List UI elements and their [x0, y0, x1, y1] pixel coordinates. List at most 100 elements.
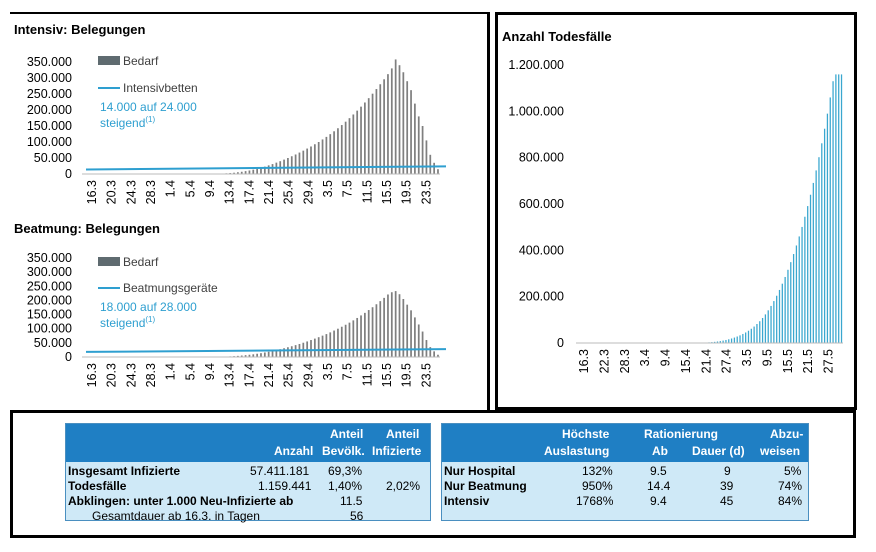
bar	[248, 354, 251, 357]
bar	[348, 118, 351, 174]
x-tick-label: 23.5	[419, 363, 433, 387]
x-tick-label: 28.3	[144, 363, 158, 387]
bar	[379, 84, 382, 174]
x-tick-label: 1.4	[164, 180, 178, 197]
bar	[325, 334, 328, 357]
bar	[233, 172, 235, 174]
bar	[742, 333, 744, 343]
todesfaelle-svg: Anzahl Todesfälle 1.200.000 1.000.000 800.…	[502, 29, 843, 373]
y-tick-label: 150.000	[27, 119, 72, 133]
bar	[306, 148, 309, 174]
bar	[804, 216, 806, 343]
bar	[367, 98, 370, 174]
hdr-dauer: Dauer (d)	[692, 444, 745, 458]
bar	[417, 116, 420, 174]
bar	[421, 331, 424, 357]
bar	[248, 170, 251, 174]
chart-title-intensiv: Intensiv: Belegungen	[14, 22, 146, 37]
bar	[728, 339, 730, 343]
beatmung-bars	[213, 291, 439, 357]
x-tick-label: 15.5	[380, 180, 394, 204]
bar	[425, 140, 428, 174]
hdr-rationierung: Rationierung	[644, 427, 718, 441]
annotation-beatmung-line2: steigend(1)	[100, 315, 155, 330]
x-tick-label: 15.5	[781, 349, 795, 373]
summary-panel: Anteil Bevölk. Anteil Infizierte Anzahl …	[10, 410, 856, 538]
bar	[390, 68, 393, 174]
bar	[776, 295, 778, 343]
y-tick-label: 0	[65, 167, 72, 181]
bar	[402, 299, 405, 357]
bar	[256, 353, 258, 357]
row-abklingen-value: 11.5	[340, 494, 363, 508]
bar	[414, 317, 416, 357]
bar	[815, 170, 817, 343]
bar	[829, 97, 831, 344]
x-tick-label: 11.5	[360, 180, 374, 203]
row-beatmung-dauer: 39	[720, 479, 734, 493]
bar	[784, 276, 786, 343]
bar	[240, 355, 243, 357]
bar	[790, 262, 792, 343]
row-gesamtdauer-label: Gesamtdauer ab 16.3. in Tagen	[92, 509, 260, 523]
bar	[826, 113, 829, 344]
bar	[433, 351, 435, 357]
bar	[364, 312, 366, 357]
y-tick-label: 1.200.000	[508, 58, 564, 72]
x-tick-label: 3.5	[321, 180, 335, 197]
hdr-anteil-inf-1: Anteil	[386, 427, 420, 441]
y-tick-label: 100.000	[27, 322, 72, 336]
bar	[383, 297, 385, 357]
bar	[773, 301, 775, 343]
bar	[387, 294, 389, 357]
bar	[348, 322, 351, 357]
right-chart-panel: Anzahl Todesfälle 1.200.000 1.000.000 800.…	[495, 12, 857, 410]
bar	[781, 283, 783, 343]
bar	[352, 114, 355, 174]
chart-title-beatmung: Beatmung: Belegungen	[14, 221, 160, 236]
bar	[437, 354, 439, 357]
summary-table-right-header: Höchste Auslastung Rationierung Ab Dauer…	[442, 424, 808, 462]
hdr-abzu-1: Abzu-	[770, 427, 804, 441]
bar	[360, 315, 362, 357]
bar	[302, 150, 305, 174]
y-tick-label: 1.000.000	[508, 104, 564, 118]
legend-bedarf-swatch-beatmung	[98, 257, 120, 266]
y-tick-label: 200.000	[519, 290, 564, 304]
bar	[379, 301, 382, 357]
bar	[809, 194, 812, 343]
hdr-ab: Ab	[652, 444, 668, 458]
bar	[823, 128, 826, 343]
bar	[237, 355, 239, 357]
y-tick-label: 0	[557, 336, 564, 350]
bar	[747, 330, 750, 343]
bar	[271, 164, 274, 174]
bar	[279, 349, 282, 357]
row-beatmung-label: Nur Beatmung	[444, 479, 527, 493]
x-tick-label: 5.4	[183, 180, 197, 197]
bar	[267, 351, 270, 357]
bar	[271, 350, 274, 357]
x-tick-label: 22.3	[597, 349, 611, 373]
bar	[733, 337, 736, 343]
bar	[283, 348, 285, 357]
row-infizierte-anteil-bev: 69,3%	[328, 464, 363, 478]
row-hospital-abweisen: 5%	[784, 464, 802, 478]
row-beatmung-ab: 14.4	[647, 479, 671, 493]
chart-title-todesfaelle: Anzahl Todesfälle	[502, 29, 612, 44]
bar	[344, 121, 347, 174]
bar	[437, 169, 439, 174]
bar	[429, 154, 432, 174]
x-tick-label: 27.5	[822, 349, 836, 373]
x-tick-label: 20.3	[105, 180, 119, 204]
legend-bedarf-swatch-intensiv	[98, 56, 120, 65]
bar	[406, 81, 409, 174]
bar	[770, 305, 772, 343]
hdr-anzahl: Anzahl	[274, 444, 314, 458]
todesfaelle-bars	[694, 74, 843, 344]
bar	[745, 332, 747, 343]
bar	[798, 236, 800, 343]
bar	[759, 321, 761, 343]
x-tick-label: 9.4	[659, 349, 673, 366]
x-tick-label: 3.5	[321, 363, 335, 380]
